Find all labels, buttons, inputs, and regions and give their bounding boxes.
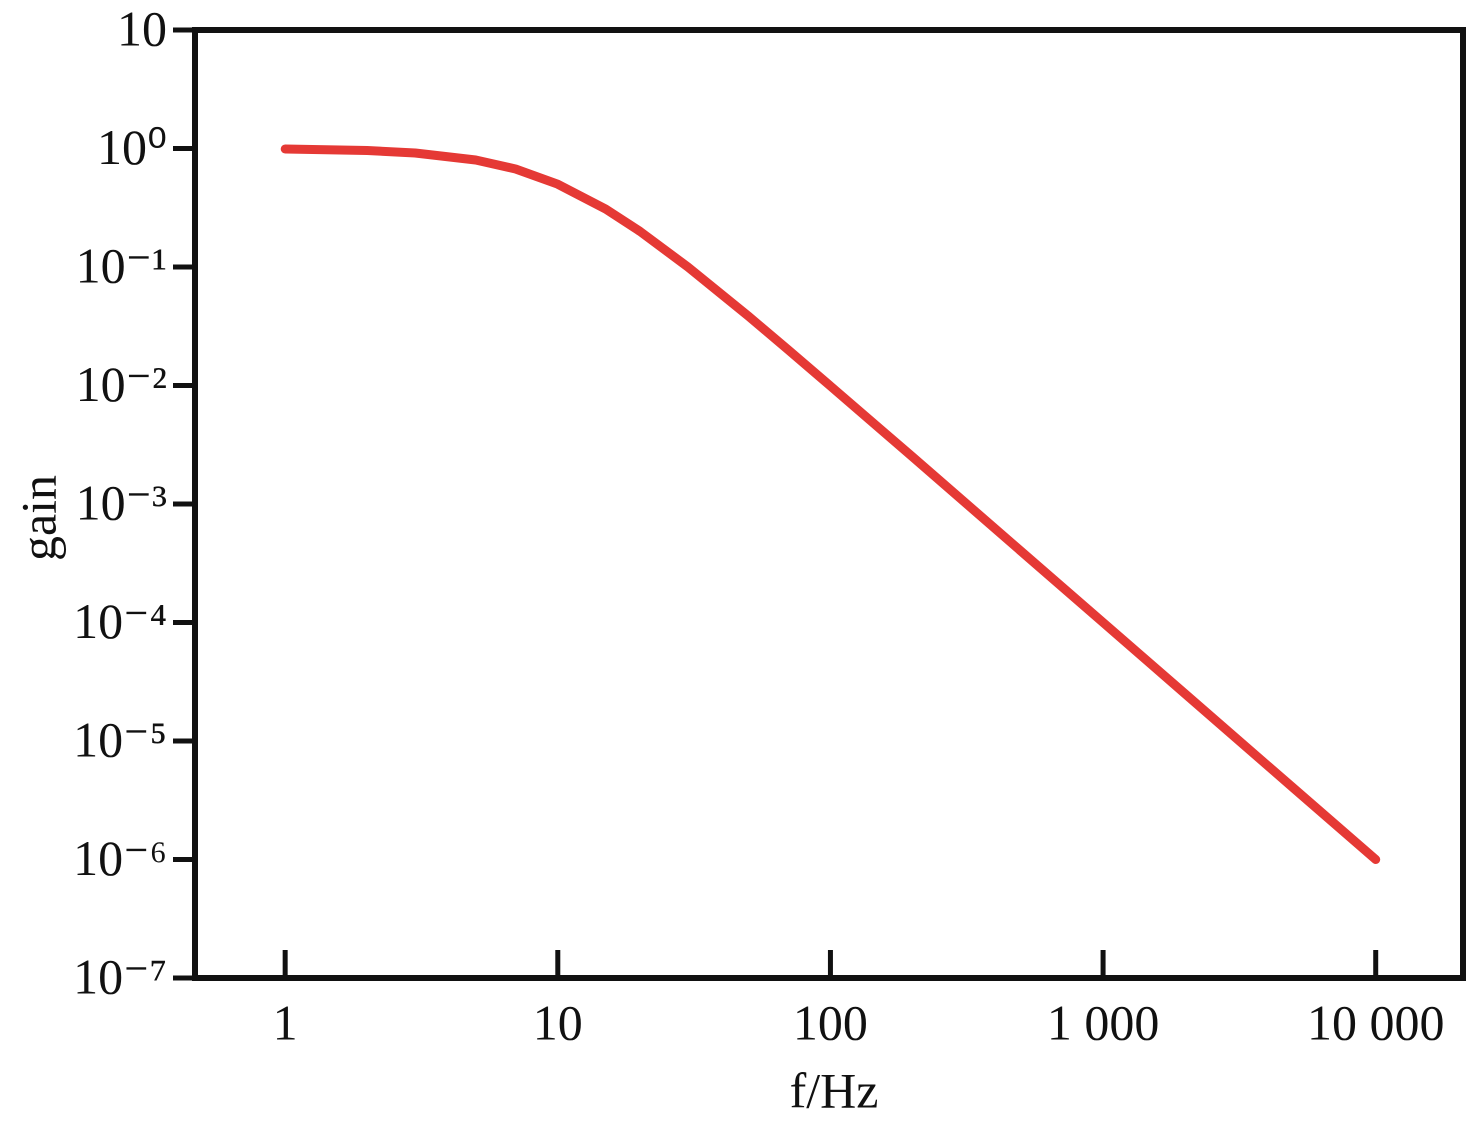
y-tick-label: 10⁻⁷	[73, 948, 167, 1004]
y-tick-label: 10	[117, 0, 167, 56]
x-tick-label: 10	[533, 994, 583, 1050]
y-tick-label: 10⁻²	[76, 356, 167, 412]
x-tick-label: 1 000	[1047, 994, 1160, 1050]
y-tick-label: 10⁻⁵	[73, 711, 167, 767]
line	[280, 144, 1381, 864]
y-tick-label: 10⁻³	[76, 474, 167, 530]
x-axis-label: f/Hz	[790, 1062, 879, 1118]
y-tick-label: 10⁻⁶	[73, 830, 167, 886]
x-tick-label: 1	[273, 994, 298, 1050]
y-tick-label: 10⁻¹	[76, 237, 167, 293]
x-tick-label: 100	[793, 994, 868, 1050]
y-tick-label: 10⁰	[97, 119, 167, 175]
plot-frame	[192, 27, 1466, 981]
y-axis-label: gain	[10, 475, 66, 561]
x-tick-label: 10 000	[1307, 994, 1445, 1050]
y-tick-label: 10⁻⁴	[73, 593, 167, 649]
